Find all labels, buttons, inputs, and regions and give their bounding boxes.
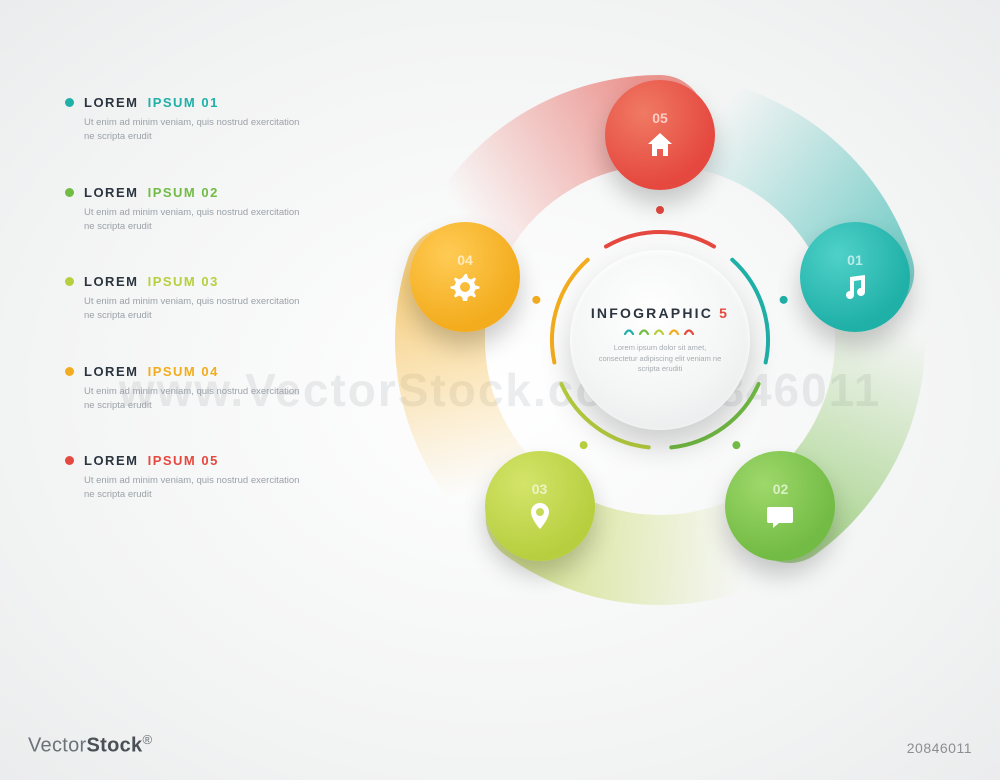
legend-body: Ut enim ad minim veniam, quis nostrud ex…: [65, 206, 305, 235]
chat-icon: [765, 501, 795, 531]
legend-item-4: LOREM IPSUM 04 Ut enim ad minim veniam, …: [65, 364, 305, 414]
diagram-node-02: 02: [725, 451, 835, 561]
legend-title-accent: IPSUM 01: [148, 95, 219, 110]
legend-bullet: [65, 277, 74, 286]
footer-id: 20846011: [907, 740, 972, 756]
legend-title: LOREM IPSUM 02: [84, 185, 219, 200]
center-hub: INFOGRAPHIC 5 Lorem ipsum dolor sit amet…: [570, 250, 750, 430]
node-number: 04: [457, 252, 473, 268]
hub-title-accent: 5: [719, 305, 729, 321]
hub-title-dark: INFOGRAPHIC: [591, 305, 713, 321]
legend-title-dark: LOREM: [84, 453, 138, 468]
node-number: 05: [652, 110, 668, 126]
diagram-node-04: 04: [410, 222, 520, 332]
node-number: 01: [847, 252, 863, 268]
diagram-node-01: 01: [800, 222, 910, 332]
legend-title-dark: LOREM: [84, 274, 138, 289]
legend-body: Ut enim ad minim veniam, quis nostrud ex…: [65, 474, 305, 503]
legend-body: Ut enim ad minim veniam, quis nostrud ex…: [65, 385, 305, 414]
legend-body: Ut enim ad minim veniam, quis nostrud ex…: [65, 295, 305, 324]
legend-title: LOREM IPSUM 04: [84, 364, 219, 379]
diagram-node-05: 05: [605, 80, 715, 190]
footer-brand-suffix: Stock: [87, 735, 143, 757]
legend-bullet: [65, 456, 74, 465]
legend-item-5: LOREM IPSUM 05 Ut enim ad minim veniam, …: [65, 453, 305, 503]
legend-title-dark: LOREM: [84, 364, 138, 379]
gear-icon: [450, 272, 480, 302]
pin-icon: [525, 501, 555, 531]
legend: LOREM IPSUM 01 Ut enim ad minim veniam, …: [65, 95, 305, 543]
footer-brand-prefix: Vector: [28, 735, 87, 757]
legend-item-2: LOREM IPSUM 02 Ut enim ad minim veniam, …: [65, 185, 305, 235]
legend-bullet: [65, 367, 74, 376]
legend-bullet: [65, 188, 74, 197]
music-icon: [840, 272, 870, 302]
hub-title: INFOGRAPHIC 5: [591, 305, 729, 321]
legend-title-dark: LOREM: [84, 95, 138, 110]
radial-diagram: 05 01 02 03 04 INFOGRAPHIC 5 Lorem ipsum dol…: [380, 60, 940, 620]
legend-title: LOREM IPSUM 03: [84, 274, 219, 289]
legend-title-accent: IPSUM 04: [148, 364, 219, 379]
diagram-node-03: 03: [485, 451, 595, 561]
hub-wave-divider: [620, 327, 700, 335]
node-number: 02: [773, 481, 789, 497]
legend-bullet: [65, 98, 74, 107]
footer-brand: VectorStock®: [28, 732, 152, 758]
legend-body: Ut enim ad minim veniam, quis nostrud ex…: [65, 116, 305, 145]
legend-title: LOREM IPSUM 01: [84, 95, 219, 110]
legend-title-accent: IPSUM 05: [148, 453, 219, 468]
hub-body: Lorem ipsum dolor sit amet, consectetur …: [570, 343, 750, 376]
legend-title: LOREM IPSUM 05: [84, 453, 219, 468]
legend-item-3: LOREM IPSUM 03 Ut enim ad minim veniam, …: [65, 274, 305, 324]
node-number: 03: [532, 481, 548, 497]
legend-title-dark: LOREM: [84, 185, 138, 200]
home-icon: [645, 130, 675, 160]
legend-item-1: LOREM IPSUM 01 Ut enim ad minim veniam, …: [65, 95, 305, 145]
legend-title-accent: IPSUM 03: [148, 274, 219, 289]
legend-title-accent: IPSUM 02: [148, 185, 219, 200]
